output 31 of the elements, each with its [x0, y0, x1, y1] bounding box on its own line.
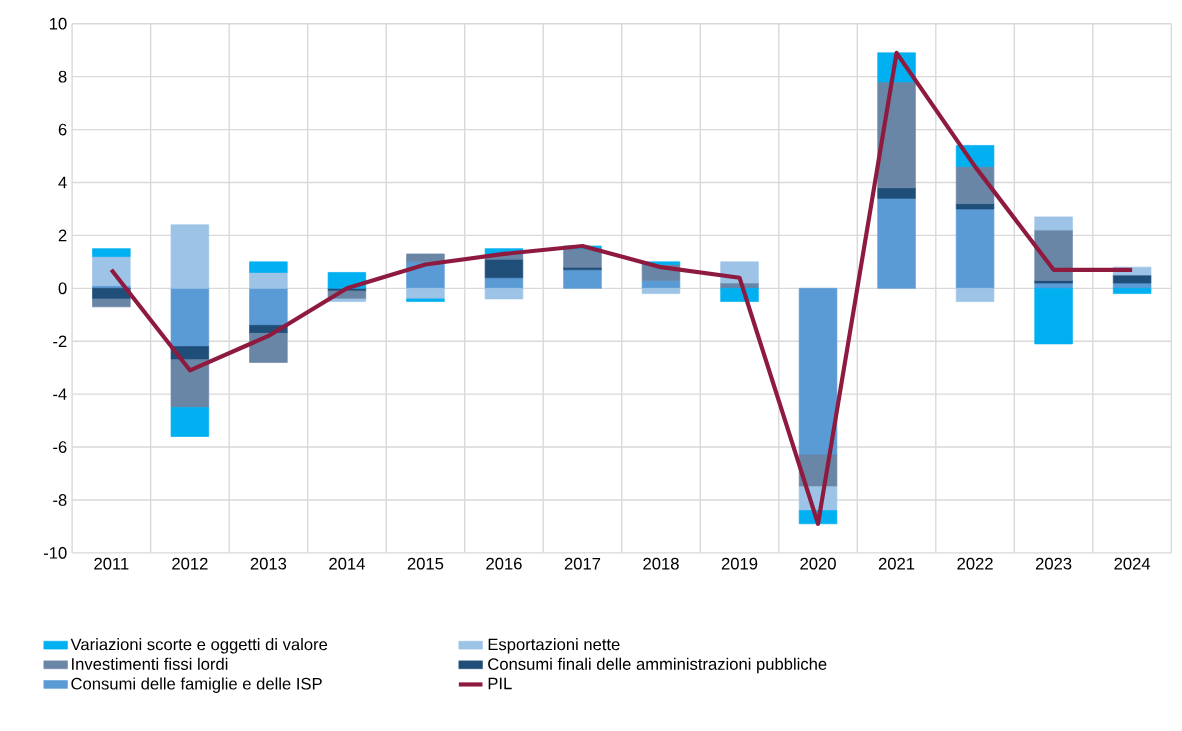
x-tick-label: 2014 — [329, 557, 365, 570]
y-tick-label: -8 — [53, 494, 67, 506]
x-tick-label: 2021 — [878, 557, 915, 570]
legend-label: Consumi delle famiglie e delle ISP — [71, 677, 322, 693]
legend-label: Consumi finali delle amministrazioni pubbliche — [488, 657, 827, 674]
x-tick-label: 2018 — [643, 557, 679, 570]
x-tick-label: 2019 — [721, 557, 758, 570]
y-tick-label: 10 — [49, 17, 67, 30]
x-tick-label: 2011 — [94, 557, 129, 570]
legend-label: Esportazioni nette — [488, 638, 620, 654]
legend-label: Variazioni scorte e oggetti di valore — [70, 638, 328, 654]
y-tick-label: -10 — [43, 547, 67, 559]
x-tick-label: 2015 — [407, 557, 444, 570]
y-tick-label: 6 — [58, 123, 67, 136]
y-tick-label: -6 — [53, 441, 67, 453]
legend-label: PIL — [488, 677, 512, 690]
legend-label: Investimenti fissi lordi — [72, 657, 228, 670]
x-tick-label: 2022 — [957, 557, 993, 570]
y-tick-label: -2 — [53, 335, 67, 348]
y-tick-label: 4 — [58, 176, 67, 189]
x-tick-label: 2023 — [1035, 557, 1072, 570]
y-tick-label: -4 — [53, 388, 67, 400]
x-tick-label: 2013 — [250, 557, 287, 570]
y-tick-label: 8 — [58, 70, 67, 83]
y-tick-label: 0 — [58, 282, 67, 295]
x-tick-label: 2024 — [1114, 557, 1151, 570]
x-tick-label: 2017 — [564, 557, 601, 570]
x-tick-label: 2020 — [800, 557, 836, 570]
y-tick-label: 2 — [58, 229, 67, 242]
x-tick-label: 2016 — [486, 557, 522, 570]
x-tick-label: 2012 — [172, 557, 208, 570]
